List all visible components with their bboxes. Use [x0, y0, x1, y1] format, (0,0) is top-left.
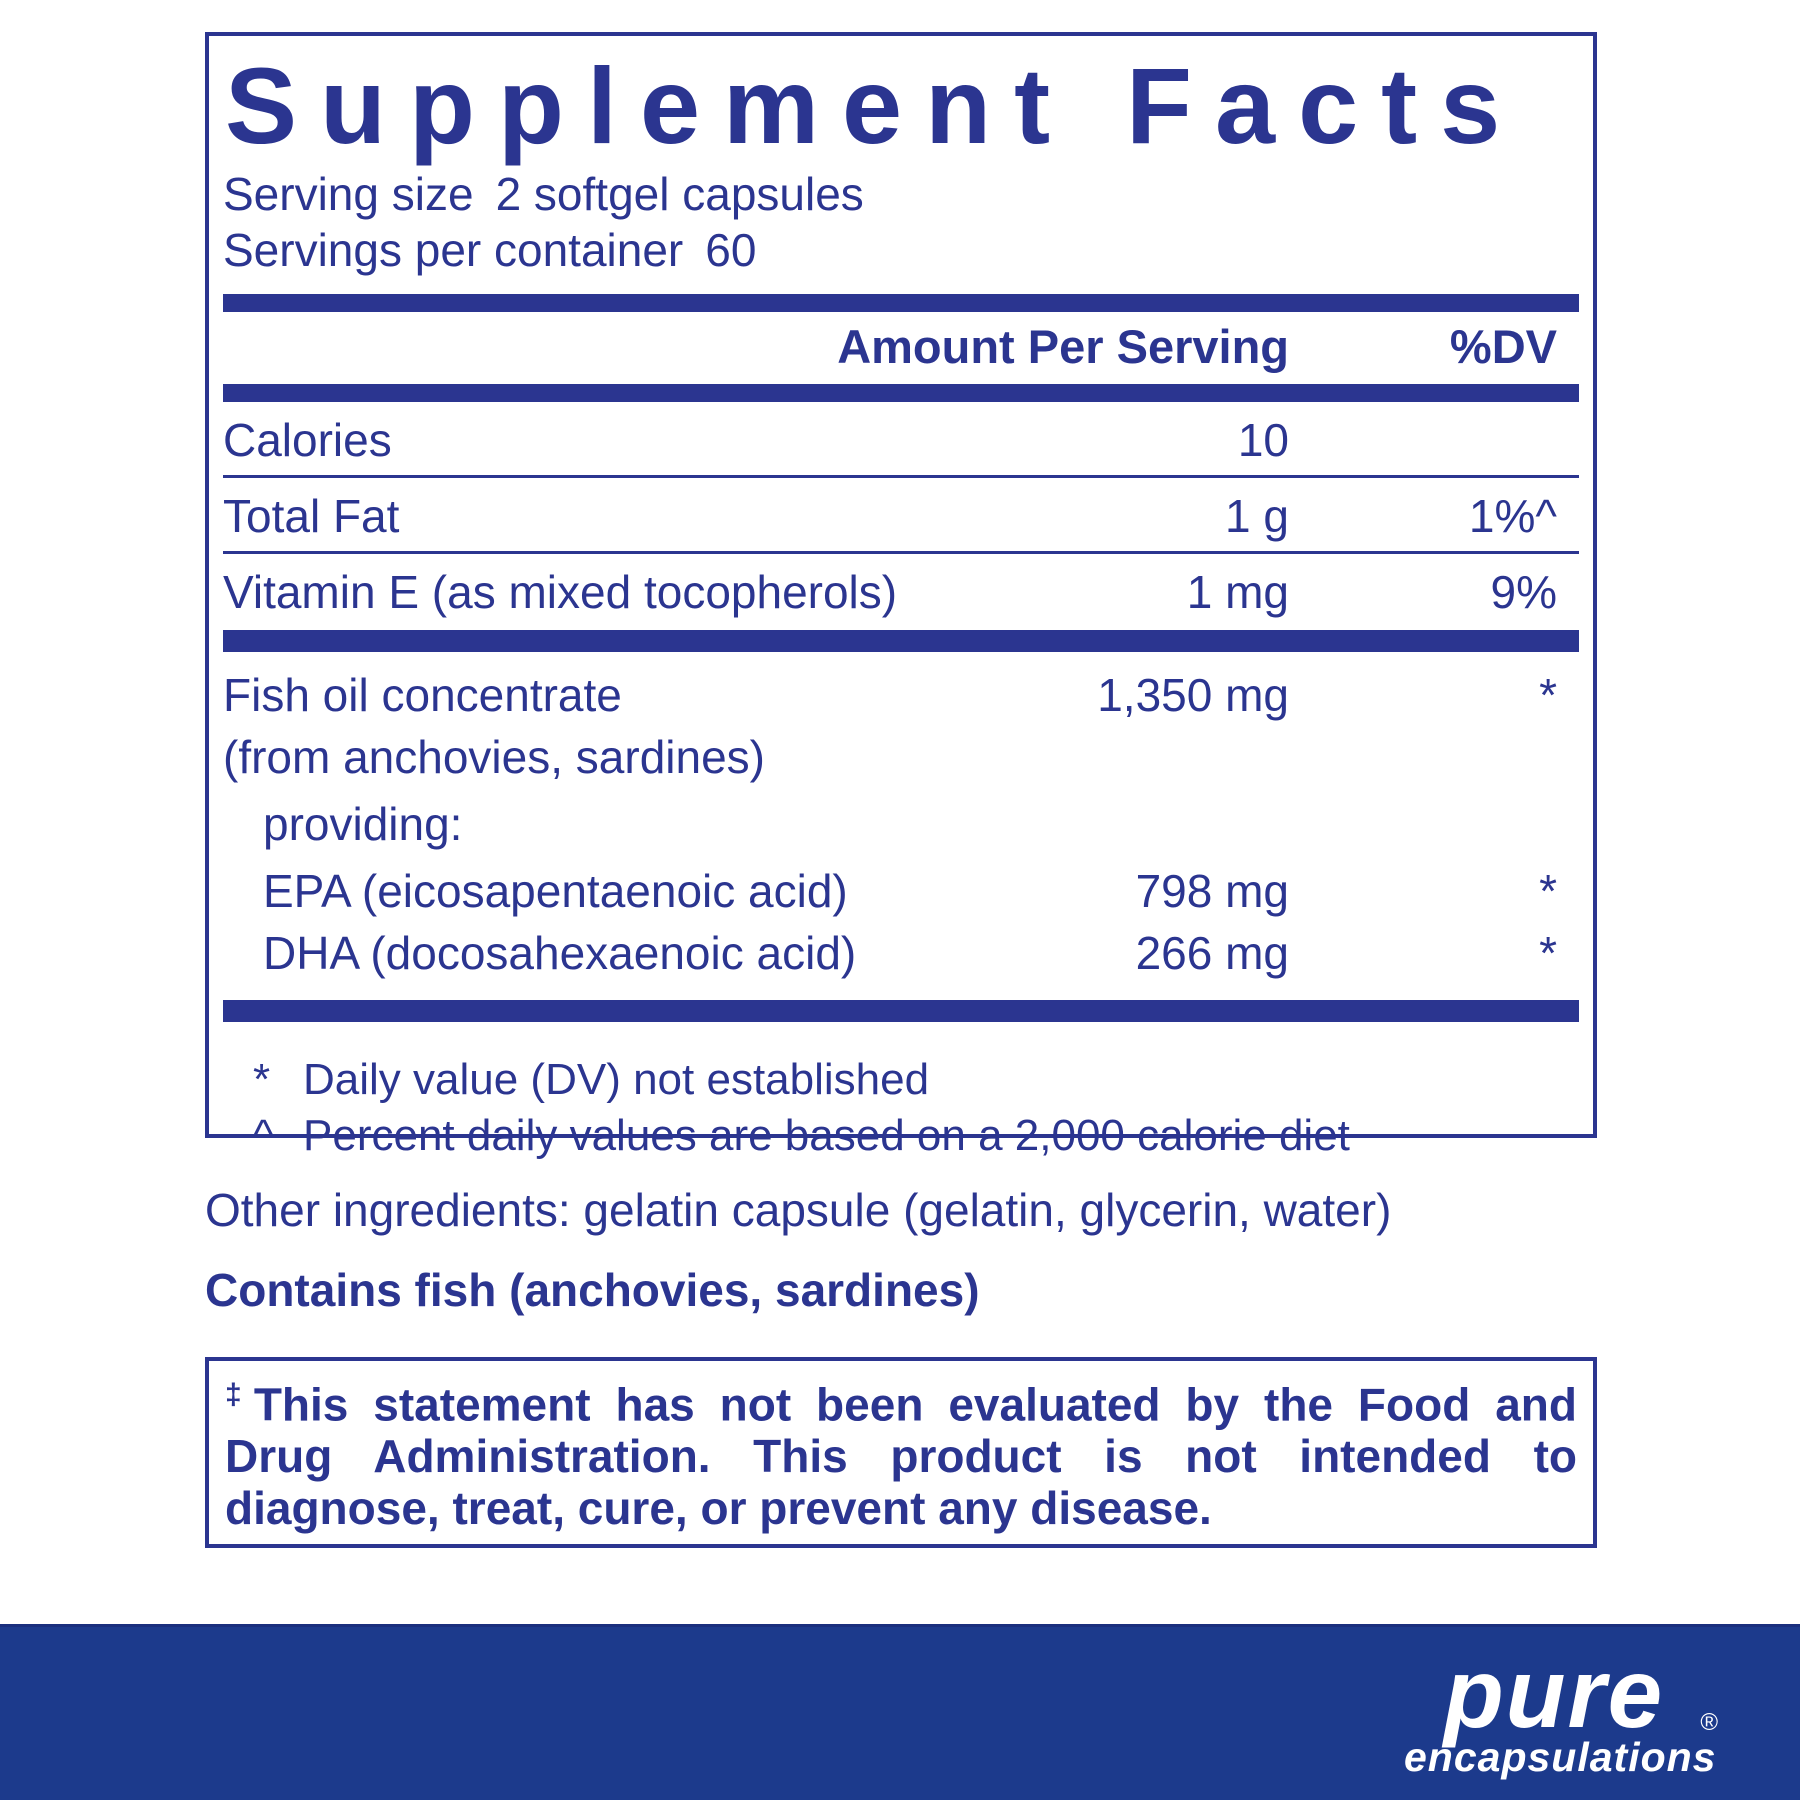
brand-band: pure encapsulations ®: [0, 1624, 1800, 1800]
disclaimer-line-3: diagnose, treat, cure, or prevent any di…: [225, 1482, 1212, 1535]
table-row-total-fat: Total Fat 1 g 1%^: [223, 478, 1579, 555]
registered-trademark-symbol: ®: [1700, 1709, 1718, 1736]
nutrient-name: Total Fat: [223, 490, 400, 543]
fda-disclaimer-box: ‡This statement has not been evaluated b…: [205, 1357, 1597, 1549]
divider-bar-bottom: [223, 1000, 1579, 1023]
double-dagger-symbol: ‡: [225, 1378, 254, 1411]
serving-size-line: Serving size 2 softgel capsules: [223, 166, 1579, 222]
table-header-row: Amount Per Serving %DV: [223, 312, 1579, 384]
nutrient-amount: 798 mg: [1135, 865, 1289, 918]
percent-dv-header: %DV: [1449, 320, 1557, 374]
table-row-fish-oil: Fish oil concentrate 1,350 mg *: [223, 664, 1579, 726]
nutrient-amount: 266 mg: [1135, 927, 1289, 980]
divider-bar-header: [223, 384, 1579, 403]
nutrient-name: DHA (docosahexaenoic acid): [263, 927, 857, 980]
nutrient-amount: 10: [1237, 414, 1289, 467]
disclaimer-line-1: ‡This statement has not been evaluated b…: [225, 1369, 1577, 1430]
nutrient-name: Fish oil concentrate: [223, 669, 622, 722]
disclaimer-text: This statement has not been evaluated by…: [253, 1378, 1577, 1431]
table-row-dha: DHA (docosahexaenoic acid) 266 mg *: [223, 922, 1579, 984]
asterisk-symbol: *: [253, 1055, 271, 1105]
providing-line: providing:: [263, 798, 463, 851]
facts-title: Supplement Facts: [225, 45, 1524, 166]
nutrient-name: EPA (eicosapentaenoic acid): [263, 865, 848, 918]
caret-symbol: ^: [253, 1111, 274, 1161]
servings-per-container-value: 60: [705, 224, 757, 277]
amount-per-serving-header: Amount Per Serving: [837, 320, 1289, 374]
divider-bar-mid: [223, 630, 1579, 653]
footnote-dv-not-established: * Daily value (DV) not established: [223, 1052, 1579, 1108]
table-row-calories: Calories 10: [223, 402, 1579, 479]
nutrient-dv: *: [1539, 927, 1557, 980]
nutrient-name: Vitamin E (as mixed tocopherols): [223, 566, 898, 619]
nutrient-dv: 1%^: [1468, 490, 1557, 543]
footnotes: * Daily value (DV) not established ^ Per…: [223, 1052, 1579, 1164]
servings-per-container-label: Servings per container: [223, 224, 684, 277]
pure-encapsulations-logo: pure encapsulations ®: [1404, 1638, 1718, 1780]
footnote-text: Daily value (DV) not established: [303, 1055, 930, 1105]
nutrient-dv: *: [1539, 865, 1557, 918]
fish-oil-group: Fish oil concentrate 1,350 mg * (from an…: [223, 664, 1579, 984]
footnote-text: Percent daily values are based on a 2,00…: [303, 1111, 1350, 1161]
nutrient-rows: Calories 10 Total Fat 1 g 1%^ Vitamin E …: [223, 402, 1579, 630]
servings-per-container-line: Servings per container 60: [223, 222, 1579, 278]
nutrient-dv: 9%: [1490, 566, 1557, 619]
other-ingredients-line: Other ingredients: gelatin capsule (gela…: [205, 1184, 1392, 1236]
serving-size-label: Serving size: [223, 168, 474, 221]
nutrient-name: Calories: [223, 414, 392, 467]
divider-bar-top: [223, 294, 1579, 313]
table-row-vitamin-e: Vitamin E (as mixed tocopherols) 1 mg 9%: [223, 554, 1579, 630]
footnote-percent-dv: ^ Percent daily values are based on a 2,…: [223, 1108, 1579, 1164]
serving-size-value: 2 softgel capsules: [495, 168, 864, 221]
brand-name-pure: pure: [1443, 1638, 1665, 1748]
fish-oil-source-line: (from anchovies, sardines): [223, 731, 765, 784]
table-row-epa: EPA (eicosapentaenoic acid) 798 mg *: [223, 860, 1579, 922]
nutrient-dv: *: [1539, 669, 1557, 722]
supplement-facts-panel: Supplement Facts Serving size 2 softgel c…: [205, 32, 1597, 1160]
disclaimer-line-2: Drug Administration. This product is not…: [225, 1430, 1577, 1483]
nutrient-amount: 1 mg: [1186, 566, 1289, 619]
nutrient-amount: 1 g: [1225, 490, 1289, 543]
nutrient-amount: 1,350 mg: [1097, 669, 1289, 722]
contains-allergen-line: Contains fish (anchovies, sardines): [205, 1264, 980, 1316]
brand-name-encapsulations: encapsulations: [1404, 1734, 1717, 1780]
